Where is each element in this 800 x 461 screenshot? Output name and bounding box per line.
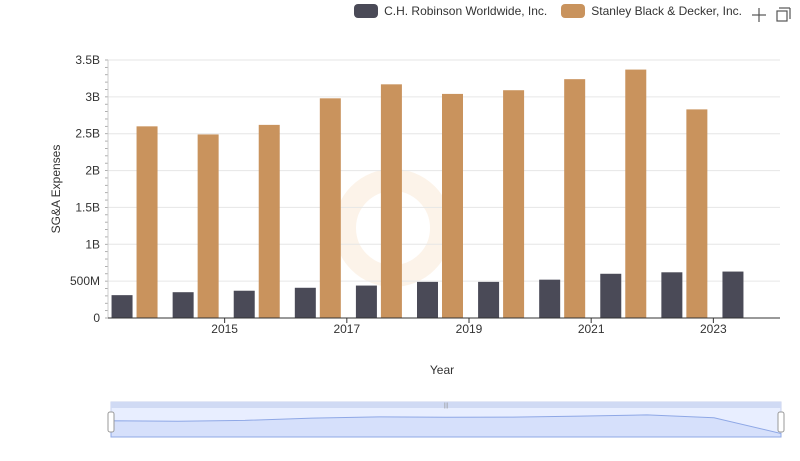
bar-stanley-2016[interactable] <box>258 124 280 319</box>
bar-ch-robinson-2023[interactable] <box>661 272 683 318</box>
bar-stanley-2022[interactable] <box>625 69 647 318</box>
x-axis: 2015 2017 2019 2021 2023 <box>108 317 780 336</box>
bar-stanley-2015[interactable] <box>197 134 219 318</box>
legend: C.H. Robinson Worldwide, Inc. Stanley Bl… <box>354 4 742 18</box>
y-tick-label: 1B <box>85 237 100 251</box>
y-tick-label: 1.5B <box>75 200 100 214</box>
y-tick-label: 2.5B <box>75 127 100 141</box>
legend-swatch-ch-robinson <box>354 4 379 18</box>
expand-icon[interactable] <box>774 6 792 24</box>
bar-stanley-2018[interactable] <box>380 84 402 318</box>
legend-item-ch-robinson[interactable]: C.H. Robinson Worldwide, Inc. <box>354 4 547 18</box>
bar-ch-robinson-2020[interactable] <box>478 281 500 318</box>
bar-ch-robinson-2021[interactable] <box>539 279 561 318</box>
y-axis: 0 500M 1B 1.5B 2B 2.5B 3B 3.5B <box>70 53 109 325</box>
bar-stanley-2017[interactable] <box>319 98 341 319</box>
slider-left-handle[interactable] <box>107 411 115 433</box>
bar-stanley-2014[interactable] <box>136 126 158 318</box>
x-tick-label: 2017 <box>333 322 360 336</box>
bar-stanley-2020[interactable] <box>503 90 525 318</box>
legend-item-stanley[interactable]: Stanley Black & Decker, Inc. <box>561 4 742 18</box>
y-tick-label: 0 <box>93 311 100 325</box>
slider-preview-line <box>110 414 782 438</box>
bar-ch-robinson-2017[interactable] <box>294 287 316 318</box>
chart-toolbar <box>750 6 792 24</box>
y-tick-label: 2B <box>85 164 100 178</box>
x-tick-label: 2021 <box>578 322 605 336</box>
y-axis-label: SG&A Expenses <box>49 145 63 234</box>
bar-ch-robinson-2024[interactable] <box>722 271 744 318</box>
legend-swatch-stanley <box>561 4 586 18</box>
bar-ch-robinson-2015[interactable] <box>172 292 194 318</box>
x-axis-label: Year <box>430 363 454 377</box>
bar-ch-robinson-2016[interactable] <box>233 290 255 318</box>
range-slider[interactable]: ||| <box>107 401 785 438</box>
bar-ch-robinson-2019[interactable] <box>417 281 438 318</box>
bar-stanley-2023[interactable] <box>686 109 708 318</box>
bars <box>111 69 744 319</box>
slider-grip-icon[interactable]: ||| <box>444 403 449 409</box>
x-tick-label: 2015 <box>211 322 238 336</box>
crosshair-icon[interactable] <box>750 6 768 24</box>
legend-label-stanley: Stanley Black & Decker, Inc. <box>591 4 742 18</box>
x-tick-label: 2023 <box>700 322 727 336</box>
slider-right-handle[interactable] <box>777 411 785 433</box>
y-tick-label: 3B <box>85 90 100 104</box>
y-tick-label: 3.5B <box>75 53 100 67</box>
x-tick-label: 2019 <box>456 322 483 336</box>
bar-ch-robinson-2018[interactable] <box>355 285 377 318</box>
bar-stanley-2021[interactable] <box>564 79 586 318</box>
legend-label-ch-robinson: C.H. Robinson Worldwide, Inc. <box>384 4 548 18</box>
bar-ch-robinson-2014[interactable] <box>111 295 133 318</box>
y-tick-label: 500M <box>70 274 100 288</box>
bar-ch-robinson-2022[interactable] <box>600 273 622 318</box>
bar-stanley-2019[interactable] <box>442 93 463 318</box>
